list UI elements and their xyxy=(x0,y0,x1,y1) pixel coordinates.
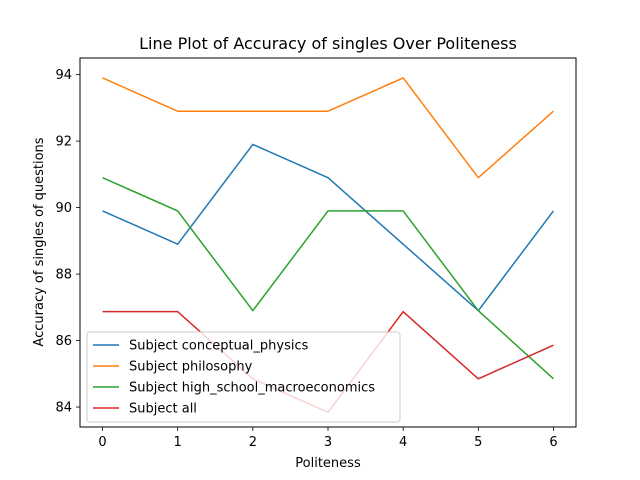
y-tick-label-5: 94 xyxy=(55,68,72,83)
y-tick-label-3: 90 xyxy=(55,201,72,216)
x-axis-ticks: 0 1 2 3 4 5 6 xyxy=(98,427,558,450)
series-line-2 xyxy=(102,176,554,380)
series-line-0 xyxy=(102,143,555,312)
x-tick-label-0: 0 xyxy=(98,435,106,450)
y-axis-ticks: 84 86 88 90 92 94 xyxy=(55,68,80,416)
y-tick-label-0: 84 xyxy=(55,401,72,416)
series-line-1 xyxy=(102,77,554,179)
x-tick-label-2: 2 xyxy=(249,435,257,450)
series-layer xyxy=(102,77,555,414)
legend-label-0: Subject conceptual_physics xyxy=(129,339,309,354)
legend-label-1: Subject philosophy xyxy=(129,360,253,375)
legend: Subject conceptual_physics Subject philos… xyxy=(86,331,401,423)
x-tick-label-4: 4 xyxy=(399,435,407,450)
y-axis-label: Accuracy of singles of questions xyxy=(32,137,47,346)
x-tick-label-1: 1 xyxy=(174,435,182,450)
y-tick-label-1: 86 xyxy=(55,334,72,349)
y-tick-label-4: 92 xyxy=(55,135,72,150)
legend-label-3: Subject all xyxy=(129,402,197,417)
x-axis-label: Politeness xyxy=(295,456,361,471)
y-tick-label-2: 88 xyxy=(55,268,72,283)
legend-label-2: Subject high_school_macroeconomics xyxy=(129,381,375,396)
x-tick-label-6: 6 xyxy=(549,435,557,450)
legend-box xyxy=(86,331,401,423)
chart-title: Line Plot of Accuracy of singles Over Po… xyxy=(139,34,517,53)
x-tick-label-5: 5 xyxy=(474,435,482,450)
x-tick-label-3: 3 xyxy=(324,435,332,450)
